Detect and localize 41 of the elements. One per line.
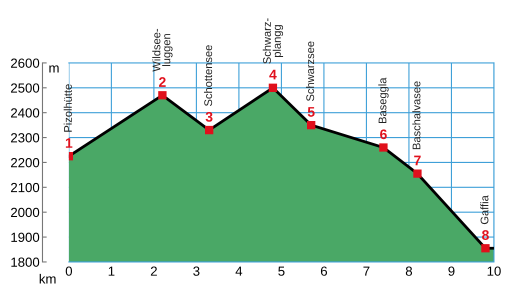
x-tick-label: 9 [448, 266, 454, 276]
annotation: 4 [269, 70, 277, 80]
x-axis-title: km [40, 274, 56, 284]
x-tick-label: 4 [236, 266, 242, 276]
x-tick-label: 5 [278, 266, 285, 276]
x-tick-label: 10 [488, 266, 501, 276]
point [413, 169, 422, 178]
annotation: Baseggla [378, 78, 389, 123]
y-tick-label: 2100 [11, 182, 40, 192]
x-tick-label: 1 [108, 266, 114, 276]
annotation: Pizolhütte [64, 84, 72, 132]
annotation: 6 [380, 129, 387, 140]
annotation: Wildsee- luggen [152, 28, 173, 72]
annotation: Schwarzsee [306, 41, 314, 101]
y-tick-label: 1800 [11, 258, 40, 267]
x-tick-label: 0 [66, 266, 72, 276]
point [158, 91, 167, 100]
point [481, 244, 490, 252]
point [379, 143, 388, 152]
y-tick-label: 1900 [11, 232, 40, 242]
annotation: Schwarz- plangg [262, 18, 284, 64]
annotation: Schottensee [204, 45, 212, 106]
y-tick-label: 2000 [11, 208, 40, 218]
y-tick-label: 2500 [11, 83, 40, 93]
x-tick-label: 8 [406, 266, 412, 276]
y-tick-label: 2300 [11, 133, 40, 142]
x-tick-label: 7 [363, 266, 370, 276]
point [204, 126, 214, 134]
annotation: Baschalvasee [412, 81, 420, 150]
y-tick-label: 2600 [11, 58, 40, 68]
annotation: 2 [159, 77, 166, 87]
x-tick-label: 3 [193, 266, 200, 276]
x-tick-label: 6 [320, 266, 328, 276]
annotation: Gaffia [480, 195, 488, 224]
y-tick-label: 2200 [11, 158, 40, 168]
y-axis-title: m [49, 65, 59, 72]
annotation: 3 [206, 112, 213, 122]
point [307, 120, 316, 130]
y-tick-label: 2400 [11, 108, 40, 118]
x-tick-label: 2 [150, 266, 157, 276]
point [268, 84, 278, 92]
